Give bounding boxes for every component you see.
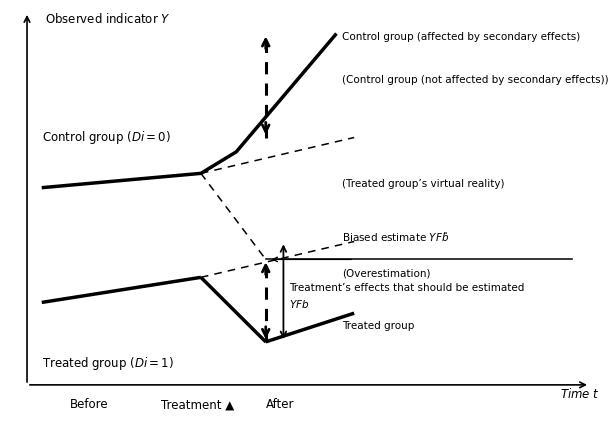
Text: Treatment ▲: Treatment ▲ (161, 398, 235, 411)
Text: Control group ($Di = 0$): Control group ($Di = 0$) (42, 129, 171, 146)
Text: (Control group (not affected by secondary effects)): (Control group (not affected by secondar… (343, 75, 609, 85)
Text: Treated group: Treated group (343, 321, 414, 331)
Text: Biased estimate $YFb$̃: Biased estimate $YFb$̃ (343, 230, 449, 243)
Text: $YFb$: $YFb$ (289, 298, 309, 310)
Text: Treated group ($Di = 1$): Treated group ($Di = 1$) (42, 355, 174, 372)
Text: Treatment’s effects that should be estimated: Treatment’s effects that should be estim… (289, 283, 525, 293)
Text: Control group (affected by secondary effects): Control group (affected by secondary eff… (343, 32, 581, 42)
Text: (Overestimation): (Overestimation) (343, 269, 431, 279)
Text: Before: Before (69, 398, 108, 411)
Text: Observed indicator $Y$: Observed indicator $Y$ (45, 12, 170, 26)
Text: Time $t$: Time $t$ (561, 387, 600, 401)
Text: (Treated group’s virtual reality): (Treated group’s virtual reality) (343, 179, 505, 189)
Text: After: After (266, 398, 295, 411)
